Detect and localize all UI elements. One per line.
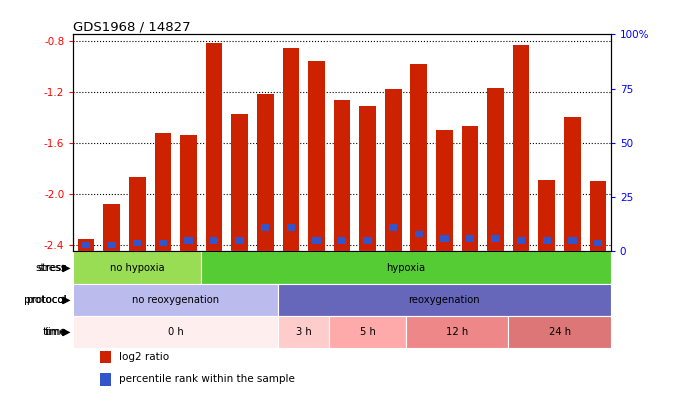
- Bar: [436, 130, 453, 252]
- Bar: [73, 316, 278, 348]
- Bar: [154, 133, 171, 252]
- Bar: [517, 237, 526, 244]
- Text: time: time: [43, 327, 66, 337]
- Bar: [278, 284, 611, 316]
- Bar: [461, 126, 478, 252]
- Bar: [590, 181, 607, 252]
- Bar: [406, 316, 508, 348]
- Text: reoxygenation: reoxygenation: [408, 295, 480, 305]
- Text: 3 h: 3 h: [296, 327, 311, 337]
- Text: log2 ratio: log2 ratio: [119, 352, 169, 362]
- Bar: [201, 252, 611, 284]
- Bar: [542, 237, 551, 244]
- Text: ▶: ▶: [62, 295, 70, 305]
- Bar: [508, 316, 611, 348]
- Bar: [231, 113, 248, 252]
- Bar: [107, 242, 116, 248]
- Text: 5 h: 5 h: [359, 327, 376, 337]
- Bar: [257, 94, 274, 252]
- Text: stress: stress: [35, 262, 66, 273]
- Bar: [389, 224, 397, 231]
- Text: stress: stress: [37, 262, 67, 273]
- Bar: [385, 90, 401, 252]
- Text: protocol: protocol: [27, 295, 67, 305]
- Bar: [235, 237, 244, 244]
- Bar: [158, 239, 167, 246]
- Text: hypoxia: hypoxia: [387, 262, 426, 273]
- Bar: [594, 239, 602, 246]
- Text: ▶: ▶: [63, 327, 70, 337]
- Bar: [513, 45, 530, 252]
- Text: 24 h: 24 h: [549, 327, 571, 337]
- Bar: [129, 177, 146, 252]
- Bar: [410, 64, 427, 252]
- Bar: [487, 88, 504, 252]
- Bar: [466, 235, 474, 242]
- Bar: [491, 235, 500, 242]
- Bar: [538, 180, 555, 252]
- Text: time: time: [45, 327, 67, 337]
- Bar: [440, 235, 449, 242]
- Text: 0 h: 0 h: [168, 327, 184, 337]
- Text: no reoxygenation: no reoxygenation: [132, 295, 219, 305]
- Bar: [334, 100, 350, 252]
- Bar: [101, 373, 111, 386]
- Bar: [278, 316, 329, 348]
- Bar: [287, 224, 295, 231]
- Bar: [73, 284, 278, 316]
- Bar: [312, 237, 320, 244]
- Text: no hypoxia: no hypoxia: [110, 262, 165, 273]
- Bar: [364, 237, 372, 244]
- Bar: [329, 316, 406, 348]
- Bar: [415, 231, 423, 237]
- Bar: [103, 204, 120, 252]
- Bar: [261, 224, 269, 231]
- Bar: [180, 135, 197, 252]
- Bar: [77, 239, 94, 252]
- Bar: [210, 237, 218, 244]
- Bar: [206, 43, 223, 252]
- Bar: [564, 117, 581, 252]
- Bar: [308, 61, 325, 252]
- Text: percentile rank within the sample: percentile rank within the sample: [119, 375, 295, 384]
- Bar: [283, 49, 299, 252]
- Bar: [568, 237, 577, 244]
- Bar: [73, 252, 201, 284]
- Bar: [184, 237, 193, 244]
- Bar: [82, 242, 90, 248]
- Bar: [101, 351, 111, 363]
- Text: ▶: ▶: [62, 262, 70, 273]
- Text: GDS1968 / 14827: GDS1968 / 14827: [73, 20, 191, 33]
- Text: 12 h: 12 h: [446, 327, 468, 337]
- Text: ▶: ▶: [62, 327, 70, 337]
- Bar: [338, 237, 346, 244]
- Text: protocol: protocol: [24, 295, 66, 305]
- Bar: [133, 239, 142, 246]
- Text: ▶: ▶: [63, 262, 70, 273]
- Text: ▶: ▶: [63, 295, 70, 305]
- Bar: [359, 106, 376, 252]
